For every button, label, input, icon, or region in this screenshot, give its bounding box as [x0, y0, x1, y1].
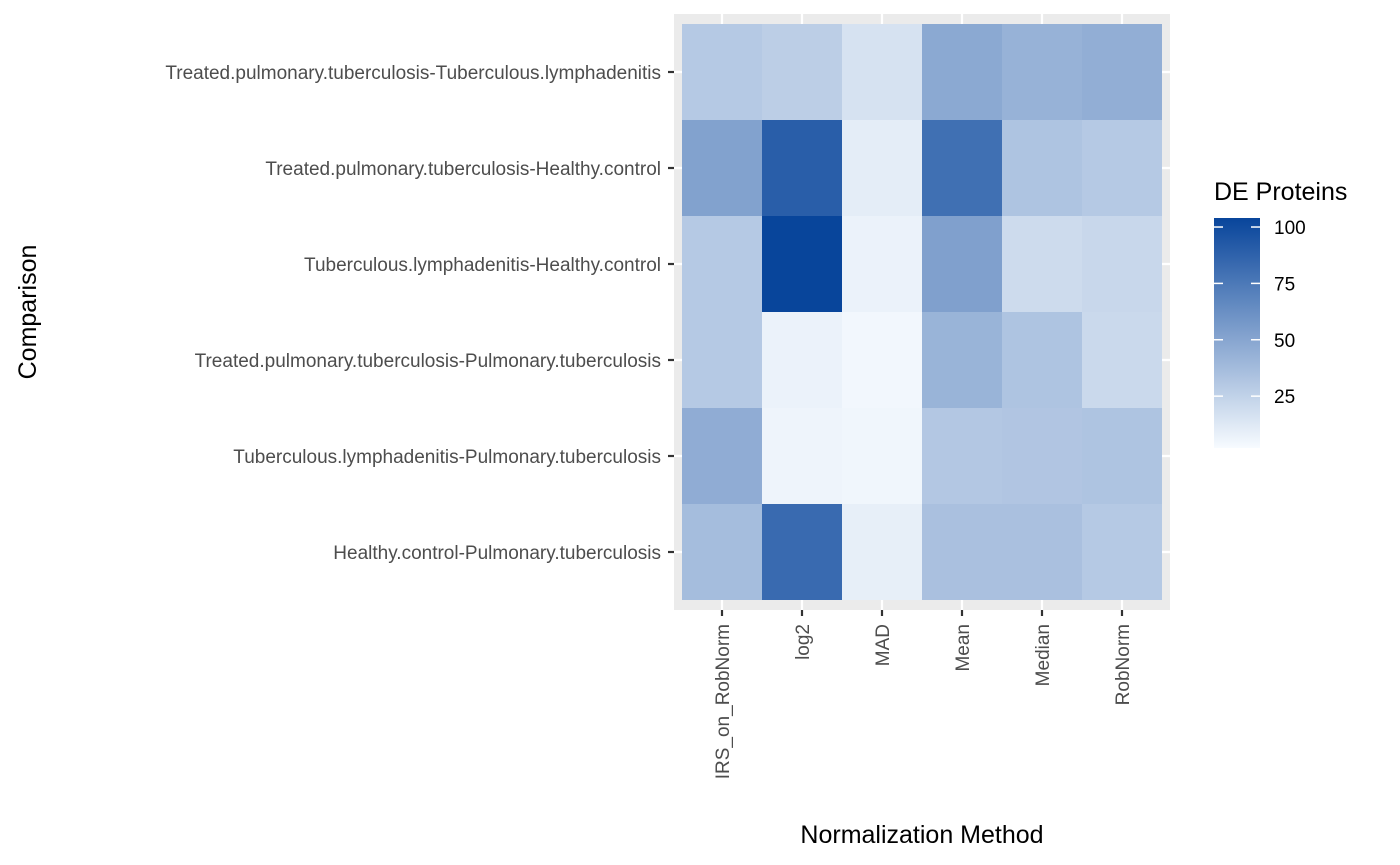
heatmap-cell [1082, 120, 1162, 216]
y-tick-label: Tuberculous.lymphadenitis-Healthy.contro… [304, 255, 661, 276]
legend-title: DE Proteins [1214, 178, 1347, 206]
heatmap-cell [682, 312, 762, 408]
heatmap-cell [922, 120, 1002, 216]
legend: DE Proteins 25 50 75 100 [1214, 178, 1347, 448]
heatmap-cell [1082, 408, 1162, 504]
x-tick-label: MAD [873, 624, 894, 666]
x-tick-label: log2 [793, 624, 814, 660]
heatmap-cell [762, 120, 842, 216]
y-tick-label: Healthy.control-Pulmonary.tuberculosis [333, 543, 661, 564]
heatmap-cell [1002, 24, 1082, 120]
y-axis: Treated.pulmonary.tuberculosis-Tuberculo… [165, 63, 674, 564]
legend-tick-label: 100 [1274, 218, 1306, 239]
heatmap-cell [1082, 312, 1162, 408]
heatmap-cell [922, 504, 1002, 600]
heatmap-cell [762, 216, 842, 312]
heatmap-cell [842, 24, 922, 120]
heatmap-cell [762, 312, 842, 408]
heatmap-cell [1002, 312, 1082, 408]
heatmap-cell [682, 120, 762, 216]
x-tick-label: Mean [953, 624, 974, 672]
heatmap-cell [1082, 504, 1162, 600]
x-axis-title: Normalization Method [800, 821, 1043, 849]
legend-ticks: 25 50 75 100 [1214, 218, 1306, 408]
x-tick-label: Median [1033, 624, 1054, 686]
heatmap-cells [682, 24, 1162, 600]
legend-colorbar [1214, 218, 1260, 448]
heatmap-cell [1082, 216, 1162, 312]
y-tick-label: Treated.pulmonary.tuberculosis-Tuberculo… [165, 63, 661, 84]
y-tick-label: Treated.pulmonary.tuberculosis-Healthy.c… [265, 159, 661, 180]
heatmap-cell [682, 24, 762, 120]
heatmap-cell [762, 408, 842, 504]
y-tick-label: Treated.pulmonary.tuberculosis-Pulmonary… [195, 351, 661, 372]
heatmap-cell [682, 504, 762, 600]
heatmap-cell [842, 120, 922, 216]
y-tick-label: Tuberculous.lymphadenitis-Pulmonary.tube… [233, 447, 661, 468]
heatmap-cell [762, 24, 842, 120]
heatmap-cell [842, 216, 922, 312]
heatmap-cell [842, 312, 922, 408]
heatmap-cell [762, 504, 842, 600]
legend-tick-label: 50 [1274, 331, 1295, 352]
heatmap-cell [842, 504, 922, 600]
heatmap-cell [842, 408, 922, 504]
heatmap-cell [922, 216, 1002, 312]
x-axis: IRS_on_RobNorm log2 MAD Mean Median RobNorm [713, 610, 1134, 779]
heatmap-cell [1002, 120, 1082, 216]
y-axis-title: Comparison [14, 245, 42, 380]
heatmap-cell [1002, 216, 1082, 312]
legend-tick-label: 75 [1274, 274, 1295, 295]
heatmap-cell [922, 408, 1002, 504]
heatmap-cell [922, 312, 1002, 408]
x-tick-label: RobNorm [1113, 624, 1134, 705]
heatmap-cell [682, 216, 762, 312]
heatmap-cell [1082, 24, 1162, 120]
heatmap-cell [1002, 408, 1082, 504]
x-tick-label: IRS_on_RobNorm [713, 624, 734, 779]
heatmap-cell [1002, 504, 1082, 600]
heatmap-cell [922, 24, 1002, 120]
heatmap-cell [682, 408, 762, 504]
legend-tick-label: 25 [1274, 387, 1295, 408]
